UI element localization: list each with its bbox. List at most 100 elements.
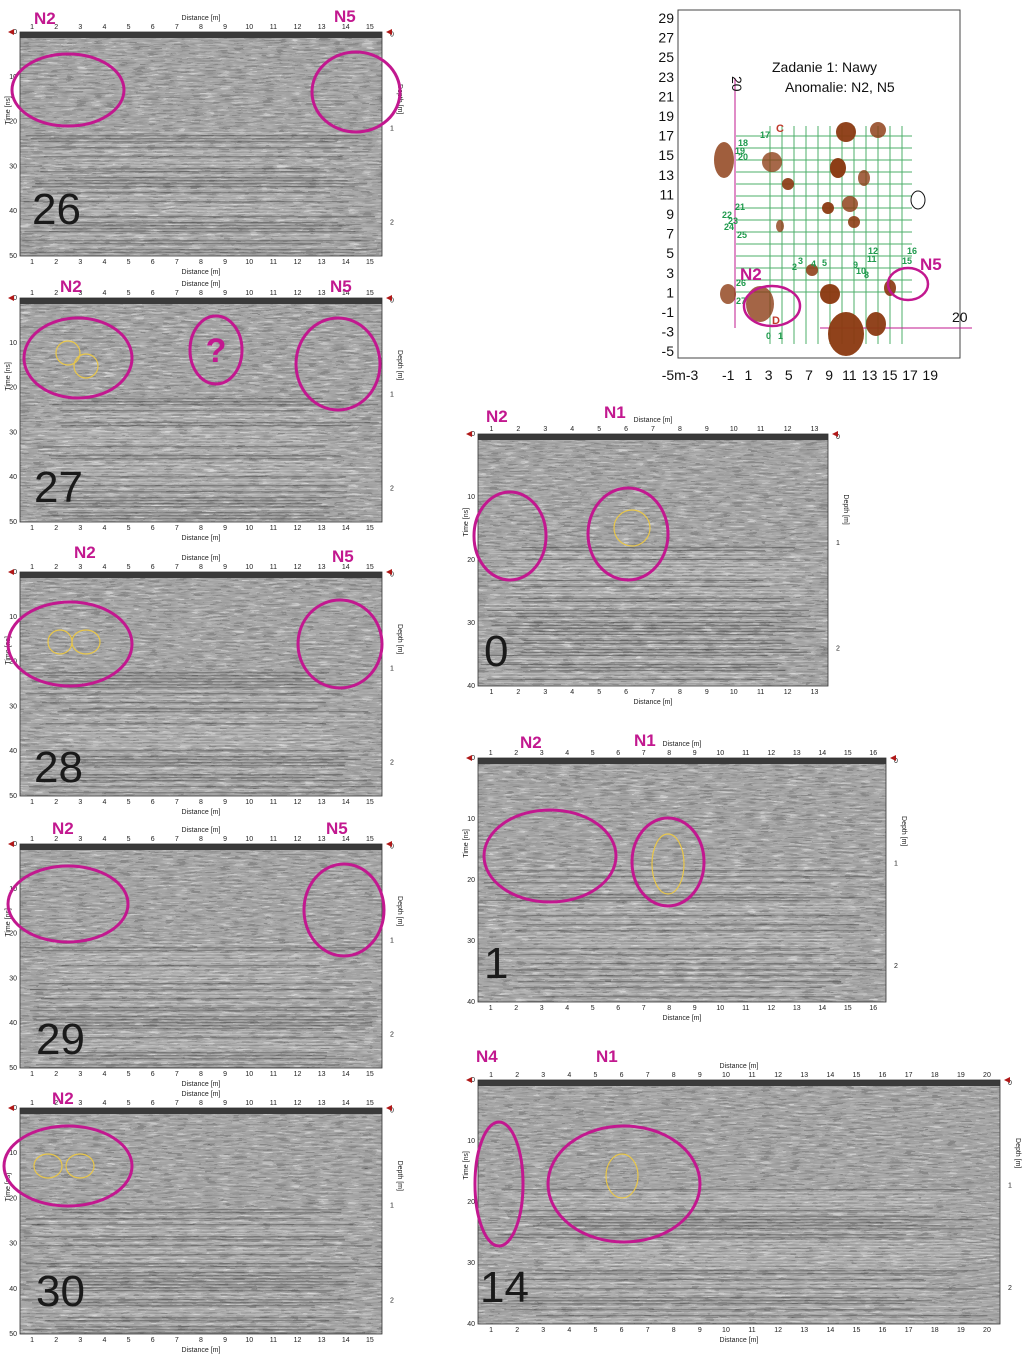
depth-tick-label: 0 xyxy=(390,1108,394,1115)
time-tick-label: 40 xyxy=(467,683,475,690)
depth-tick-label: 2 xyxy=(390,760,394,767)
end-marker-icon xyxy=(890,755,896,761)
buried-object xyxy=(870,122,886,138)
map-label-n5: N5 xyxy=(920,255,942,274)
survey-line-number: 2 xyxy=(792,262,797,272)
time-tick-label: 30 xyxy=(9,163,17,170)
x-tick-label: 15 xyxy=(366,525,374,532)
map-x-tick-label: 3 xyxy=(765,367,773,383)
x-tick-label: 6 xyxy=(151,799,155,806)
end-marker-icon xyxy=(386,841,392,847)
x-tick-label: 4 xyxy=(103,525,107,532)
x-tick-label: 13 xyxy=(318,290,326,297)
time-tick-label: 50 xyxy=(9,1331,17,1338)
x-tick-label: 15 xyxy=(366,1071,374,1078)
map-x-tick-label: 17 xyxy=(902,367,918,383)
site-map: 29 27 25 23 21 19 17 15 13 11 9 7 5 3 1 -1 -3 -5 -5m-3 -1 1 3… xyxy=(640,8,1020,400)
map-y-tick-label: 23 xyxy=(658,69,674,85)
anomaly-label-n1: N1 xyxy=(634,731,656,750)
x-tick-label: 11 xyxy=(270,24,277,31)
gpr-profile-26: N2 N5 1 1 2 2 3 3 4 4 5 5 6 6 7 7 8 8 9 9 10 10 11 11 12 12 13 13 14… xyxy=(4,6,403,276)
distance-axis-title: Distance [m] xyxy=(182,809,221,816)
buried-object xyxy=(720,284,736,304)
time-tick-label: 50 xyxy=(9,253,17,260)
target-ellipse xyxy=(33,1153,63,1179)
x-tick-label: 10 xyxy=(245,525,253,532)
profile-number: 26 xyxy=(32,185,81,234)
x-tick-label: 14 xyxy=(826,1072,834,1079)
x-tick-label: 4 xyxy=(103,259,107,266)
radargram-texture xyxy=(478,434,828,686)
target-ellipse xyxy=(65,1153,95,1179)
x-tick-label: 15 xyxy=(366,259,374,266)
x-tick-label: 12 xyxy=(294,290,302,297)
surface-strip xyxy=(20,298,382,304)
radargram-svg: 1122334455667788991010111112121313141415… xyxy=(5,827,403,1088)
x-tick-label: 10 xyxy=(245,1071,253,1078)
x-tick-label: 15 xyxy=(366,290,374,297)
x-tick-label: 16 xyxy=(879,1327,887,1334)
x-tick-label: 13 xyxy=(800,1327,808,1334)
anomaly-ellipse xyxy=(546,1124,702,1244)
x-tick-label: 17 xyxy=(905,1327,913,1334)
radargram-svg: 1122334455667788991010111112121313141415… xyxy=(5,15,403,276)
x-tick-label: 9 xyxy=(223,1100,227,1107)
x-tick-label: 14 xyxy=(342,525,350,532)
question-mark: ? xyxy=(206,332,227,370)
distance-axis-title: Distance [m] xyxy=(634,699,673,706)
time-tick-label: 30 xyxy=(467,938,475,945)
time-tick-label: 10 xyxy=(467,1138,475,1145)
depth-tick-label: 2 xyxy=(1008,1285,1012,1292)
x-tick-label: 8 xyxy=(667,1005,671,1012)
depth-tick-label: 1 xyxy=(390,392,394,399)
survey-line-number: 24 xyxy=(724,222,734,232)
x-tick-label: 2 xyxy=(516,689,520,696)
survey-line-number: 4 xyxy=(811,259,816,269)
map-anomaly-n5 xyxy=(886,266,930,302)
buried-object xyxy=(776,220,784,232)
depth-tick-label: 1 xyxy=(390,938,394,945)
radargram-frame xyxy=(477,433,829,687)
anomaly-ellipse xyxy=(6,600,134,688)
x-tick-label: 9 xyxy=(223,525,227,532)
map-subtitle: Anomalie: N2, N5 xyxy=(785,79,895,95)
map-y-tick-label: 19 xyxy=(658,108,674,124)
anomaly-label-n1: N1 xyxy=(604,403,626,422)
x-tick-label: 12 xyxy=(784,689,792,696)
profile-number: 0 xyxy=(484,627,508,676)
end-marker-icon xyxy=(386,29,392,35)
map-title: Zadanie 1: Nawy xyxy=(772,59,877,75)
x-tick-label: 8 xyxy=(199,525,203,532)
x-tick-label: 4 xyxy=(565,750,569,757)
depth-axis-title: Depth [m] xyxy=(396,624,403,654)
buried-object xyxy=(830,158,846,178)
x-tick-label: 2 xyxy=(516,426,520,433)
anomaly-label-n2: N2 xyxy=(34,9,56,28)
x-tick-label: 12 xyxy=(294,836,302,843)
x-tick-label: 2 xyxy=(515,1072,519,1079)
x-tick-label: 9 xyxy=(223,836,227,843)
x-tick-label: 7 xyxy=(175,290,179,297)
x-tick-label: 3 xyxy=(78,836,82,843)
x-tick-label: 7 xyxy=(646,1072,650,1079)
map-y-tick-label: -5 xyxy=(662,343,675,359)
time-tick-label: 30 xyxy=(467,1260,475,1267)
x-tick-label: 1 xyxy=(489,750,493,757)
map-y-tick-label: 5 xyxy=(666,245,674,261)
x-tick-label: 12 xyxy=(294,799,302,806)
time-tick-label: 20 xyxy=(9,385,17,392)
distance-axis-title: Distance [m] xyxy=(634,417,673,424)
x-tick-label: 14 xyxy=(342,1071,350,1078)
x-tick-label: 4 xyxy=(565,1005,569,1012)
start-marker-icon xyxy=(8,1105,14,1111)
map-y-tick-label: -1 xyxy=(662,304,675,320)
time-tick-label: 40 xyxy=(9,208,17,215)
x-tick-label: 13 xyxy=(811,689,819,696)
x-tick-label: 10 xyxy=(245,564,253,571)
x-tick-label: 10 xyxy=(245,1337,253,1344)
anomaly-label-n2: N2 xyxy=(486,407,508,426)
x-tick-label: 7 xyxy=(175,1100,179,1107)
time-tick-label: 0 xyxy=(13,1105,17,1112)
depth-tick-label: 2 xyxy=(894,963,898,970)
x-tick-label: 6 xyxy=(151,564,155,571)
